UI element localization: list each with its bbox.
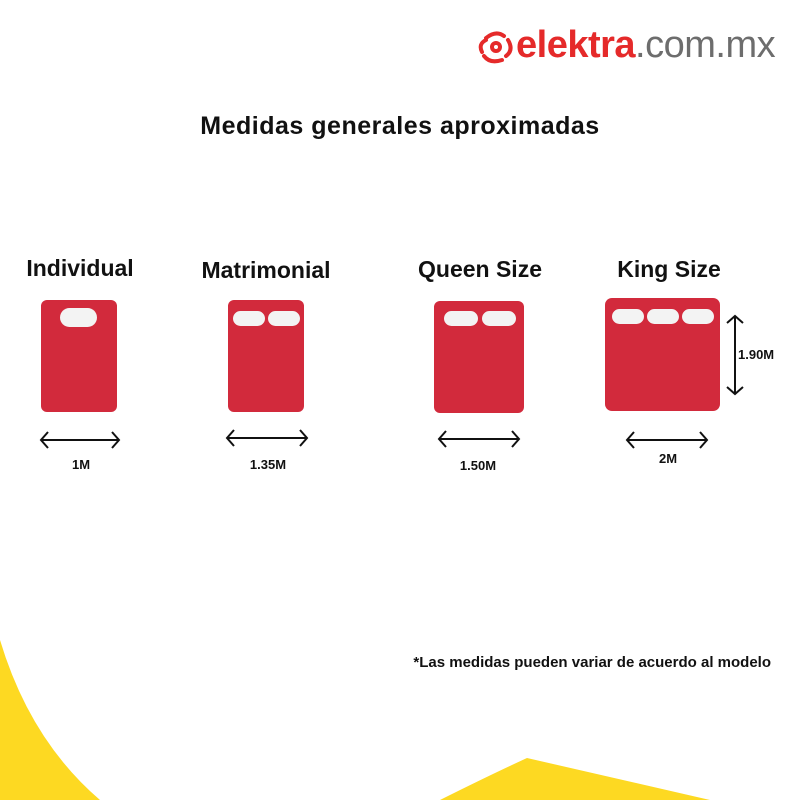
width-arrow-icon bbox=[625, 431, 709, 449]
bed-title-matrimonial: Matrimonial bbox=[201, 257, 331, 283]
bed-matrimonial bbox=[225, 300, 309, 447]
bed-width-individual: 1M bbox=[71, 457, 91, 472]
bed-width-queen: 1.50M bbox=[459, 458, 497, 473]
length-arrow-icon bbox=[726, 314, 744, 396]
elektra-logo: elektra .com.mx bbox=[478, 24, 776, 67]
bed-king bbox=[605, 298, 744, 449]
width-arrow-icon bbox=[39, 431, 121, 449]
bed-length-king: 1.90M bbox=[738, 347, 775, 362]
bed-width-matrimonial: 1.35M bbox=[249, 457, 287, 472]
elektra-logo-icon bbox=[478, 30, 513, 63]
logo-text-domain: .com.mx bbox=[635, 24, 776, 66]
bed-width-king: 2M bbox=[658, 451, 678, 466]
bed-queen bbox=[434, 301, 524, 448]
yellow-shape-left bbox=[0, 640, 100, 800]
yellow-shape-bottom bbox=[440, 758, 710, 800]
bed-title-king: King Size bbox=[617, 256, 721, 282]
width-arrow-icon bbox=[225, 429, 309, 447]
page-title: Medidas generales aproximadas bbox=[200, 112, 600, 140]
bed-individual bbox=[39, 300, 121, 449]
bed-title-individual: Individual bbox=[26, 255, 134, 281]
bed-title-queen: Queen Size bbox=[418, 256, 542, 282]
disclaimer-note: *Las medidas pueden variar de acuerdo al… bbox=[413, 654, 771, 671]
width-arrow-icon bbox=[437, 430, 521, 448]
logo-text-elektra: elektra bbox=[516, 24, 636, 66]
